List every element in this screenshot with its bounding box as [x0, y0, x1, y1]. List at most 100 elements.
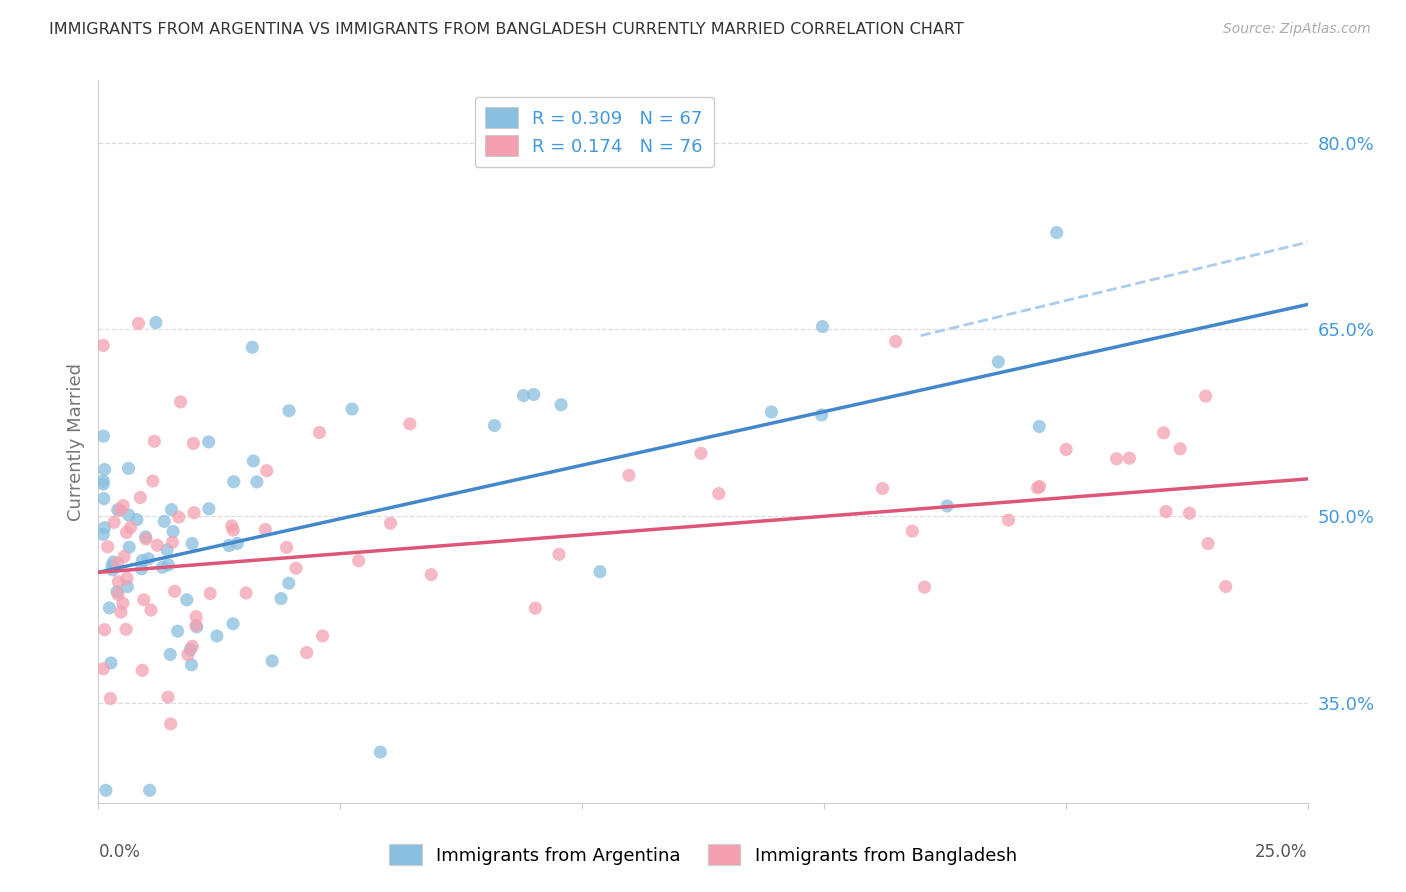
Point — [107, 587, 129, 601]
Point — [399, 417, 422, 431]
Point — [153, 514, 176, 528]
Point — [117, 580, 139, 594]
Point — [107, 502, 129, 516]
Point — [222, 616, 245, 631]
Point — [811, 319, 834, 334]
Point — [1026, 481, 1049, 495]
Point — [179, 642, 201, 657]
Point — [589, 565, 612, 579]
Point — [246, 475, 269, 489]
Point — [118, 540, 141, 554]
Point — [105, 584, 128, 599]
Point — [103, 515, 125, 529]
Point — [91, 474, 114, 488]
Point — [177, 648, 200, 662]
Point — [1154, 504, 1177, 518]
Point — [295, 646, 318, 660]
Point — [101, 563, 124, 577]
Point — [1028, 419, 1050, 434]
Point — [100, 656, 122, 670]
Point — [176, 592, 198, 607]
Point — [94, 783, 117, 797]
Point — [135, 530, 157, 544]
Point — [914, 580, 936, 594]
Point — [380, 516, 402, 531]
Point — [197, 434, 219, 449]
Point — [222, 523, 245, 537]
Point — [101, 558, 124, 573]
Point — [103, 555, 125, 569]
Point — [484, 418, 506, 433]
Point — [347, 554, 370, 568]
Legend: Immigrants from Argentina, Immigrants from Bangladesh: Immigrants from Argentina, Immigrants fr… — [382, 837, 1024, 872]
Point — [1118, 451, 1140, 466]
Point — [129, 491, 152, 505]
Point — [884, 334, 907, 349]
Point — [997, 513, 1019, 527]
Point — [987, 355, 1010, 369]
Point — [1178, 506, 1201, 520]
Point — [1054, 442, 1077, 457]
Point — [1028, 479, 1050, 493]
Point — [157, 558, 180, 572]
Point — [135, 532, 157, 546]
Point — [180, 657, 202, 672]
Point — [218, 538, 240, 552]
Point — [524, 601, 547, 615]
Text: 25.0%: 25.0% — [1256, 843, 1308, 861]
Point — [184, 618, 207, 632]
Point — [91, 527, 114, 541]
Point — [1215, 580, 1237, 594]
Point — [159, 648, 181, 662]
Point — [308, 425, 330, 440]
Point — [131, 663, 153, 677]
Point — [198, 586, 221, 600]
Point — [690, 446, 713, 460]
Point — [370, 745, 392, 759]
Text: Source: ZipAtlas.com: Source: ZipAtlas.com — [1223, 22, 1371, 37]
Point — [242, 454, 264, 468]
Point — [512, 388, 534, 402]
Point — [181, 536, 204, 550]
Point — [120, 520, 142, 534]
Point — [91, 338, 114, 352]
Point — [936, 499, 959, 513]
Point — [115, 623, 138, 637]
Point — [240, 340, 263, 354]
Point — [93, 521, 115, 535]
Legend: R = 0.309   N = 67, R = 0.174   N = 76: R = 0.309 N = 67, R = 0.174 N = 76 — [475, 96, 714, 167]
Point — [138, 551, 160, 566]
Point — [156, 690, 179, 704]
Point — [112, 499, 135, 513]
Point — [132, 592, 155, 607]
Point — [226, 536, 249, 550]
Point — [162, 524, 184, 539]
Point — [550, 398, 572, 412]
Point — [617, 468, 640, 483]
Point — [143, 434, 166, 449]
Point — [184, 609, 207, 624]
Point — [235, 586, 257, 600]
Point — [139, 603, 162, 617]
Point — [110, 605, 132, 619]
Point — [166, 624, 188, 639]
Point — [1153, 425, 1175, 440]
Point — [159, 717, 181, 731]
Point — [138, 783, 160, 797]
Point — [93, 491, 115, 506]
Point — [128, 317, 150, 331]
Point — [115, 525, 138, 540]
Text: 0.0%: 0.0% — [98, 843, 141, 861]
Point — [285, 561, 308, 575]
Point — [1197, 536, 1219, 550]
Point — [183, 436, 205, 450]
Point — [523, 387, 546, 401]
Point — [222, 475, 245, 489]
Point — [131, 562, 153, 576]
Text: IMMIGRANTS FROM ARGENTINA VS IMMIGRANTS FROM BANGLADESH CURRENTLY MARRIED CORREL: IMMIGRANTS FROM ARGENTINA VS IMMIGRANTS … — [49, 22, 965, 37]
Point — [1168, 442, 1191, 456]
Point — [901, 524, 924, 538]
Point — [278, 403, 301, 417]
Y-axis label: Currently Married: Currently Married — [66, 362, 84, 521]
Point — [761, 405, 783, 419]
